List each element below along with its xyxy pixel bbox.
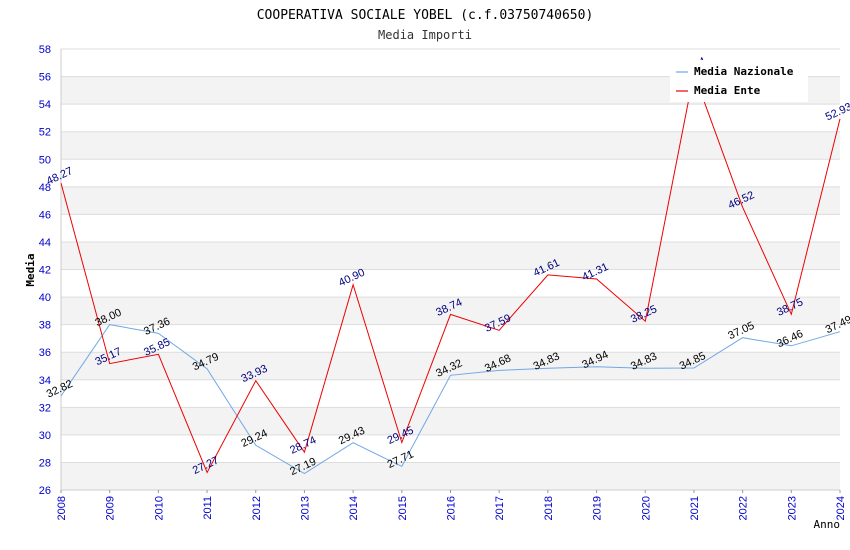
x-tick-label: 2010 [153, 496, 165, 520]
x-tick-label: 2015 [397, 496, 409, 520]
grid-band [61, 324, 840, 353]
x-tick-label: 2013 [299, 496, 311, 520]
grid-band [61, 462, 840, 490]
x-tick-label: 2008 [56, 496, 68, 520]
y-tick-label: 56 [39, 72, 51, 84]
y-tick-label: 38 [39, 320, 51, 332]
grid-band [61, 186, 840, 215]
grid-band [61, 297, 840, 325]
y-tick-label: 34 [39, 375, 51, 387]
y-tick-label: 30 [39, 430, 51, 442]
grid-band [61, 407, 840, 435]
grid-band [61, 159, 840, 187]
y-tick-label: 28 [39, 457, 51, 469]
x-tick-label: 2016 [446, 496, 458, 520]
y-tick-label: 50 [39, 154, 51, 166]
legend-label-media-nazionale: Media Nazionale [694, 65, 794, 78]
series-line-media-nazionale [60, 324, 841, 475]
y-tick-label: 26 [39, 485, 51, 497]
legend-box [670, 60, 808, 102]
y-tick-label: 42 [39, 265, 51, 277]
x-tick-label: 2017 [494, 496, 506, 520]
y-tick-label: 48 [39, 182, 51, 194]
series-line-media-ente [60, 71, 841, 474]
x-tick-label: 2021 [689, 496, 701, 520]
y-tick-label: 44 [39, 237, 51, 249]
grid-band [61, 269, 840, 298]
grid-band [61, 434, 840, 463]
legend: Media Nazionale Media Ente [670, 60, 808, 102]
x-tick-label: 2011 [202, 496, 214, 520]
x-axis-ticks: 2008 2009 2010 2011 2012 2013 2014 2015 2016 2017… [56, 490, 847, 520]
grid-band [61, 131, 840, 160]
y-tick-label: 54 [39, 99, 51, 111]
grid-band [61, 104, 840, 132]
x-tick-label: 2012 [251, 496, 263, 520]
x-tick-label: 2022 [738, 496, 750, 520]
x-tick-label: 2018 [543, 496, 555, 520]
grid-band [61, 379, 840, 408]
x-tick-label: 2014 [348, 496, 360, 520]
y-tick-label: 32 [39, 402, 51, 414]
chart-title: COOPERATIVA SOCIALE YOBEL (c.f.037507406… [257, 8, 594, 23]
grid-band [61, 214, 840, 242]
x-tick-label: 2024 [835, 496, 847, 520]
chart-subtitle: Media Importi [378, 28, 472, 42]
x-tick-label: 2019 [592, 496, 604, 520]
x-axis-label: Anno [814, 518, 841, 531]
grid-bands [60, 48, 840, 491]
x-tick-label: 2009 [105, 496, 117, 520]
y-tick-label: 36 [39, 347, 51, 359]
legend-label-media-ente: Media Ente [694, 84, 761, 97]
y-tick-label: 52 [39, 127, 51, 139]
x-tick-label: 2023 [786, 496, 798, 520]
y-tick-label: 40 [39, 292, 51, 304]
y-tick-label: 46 [39, 209, 51, 221]
y-axis-ticks: 26 28 30 32 34 36 38 40 42 44 46 48 50 52 54 56 58 [39, 44, 51, 497]
series-lines [60, 71, 841, 475]
x-tick-label: 2020 [640, 496, 652, 520]
grid-band [61, 241, 840, 270]
y-tick-label: 58 [39, 44, 51, 56]
y-axis-label: Media [24, 253, 37, 286]
